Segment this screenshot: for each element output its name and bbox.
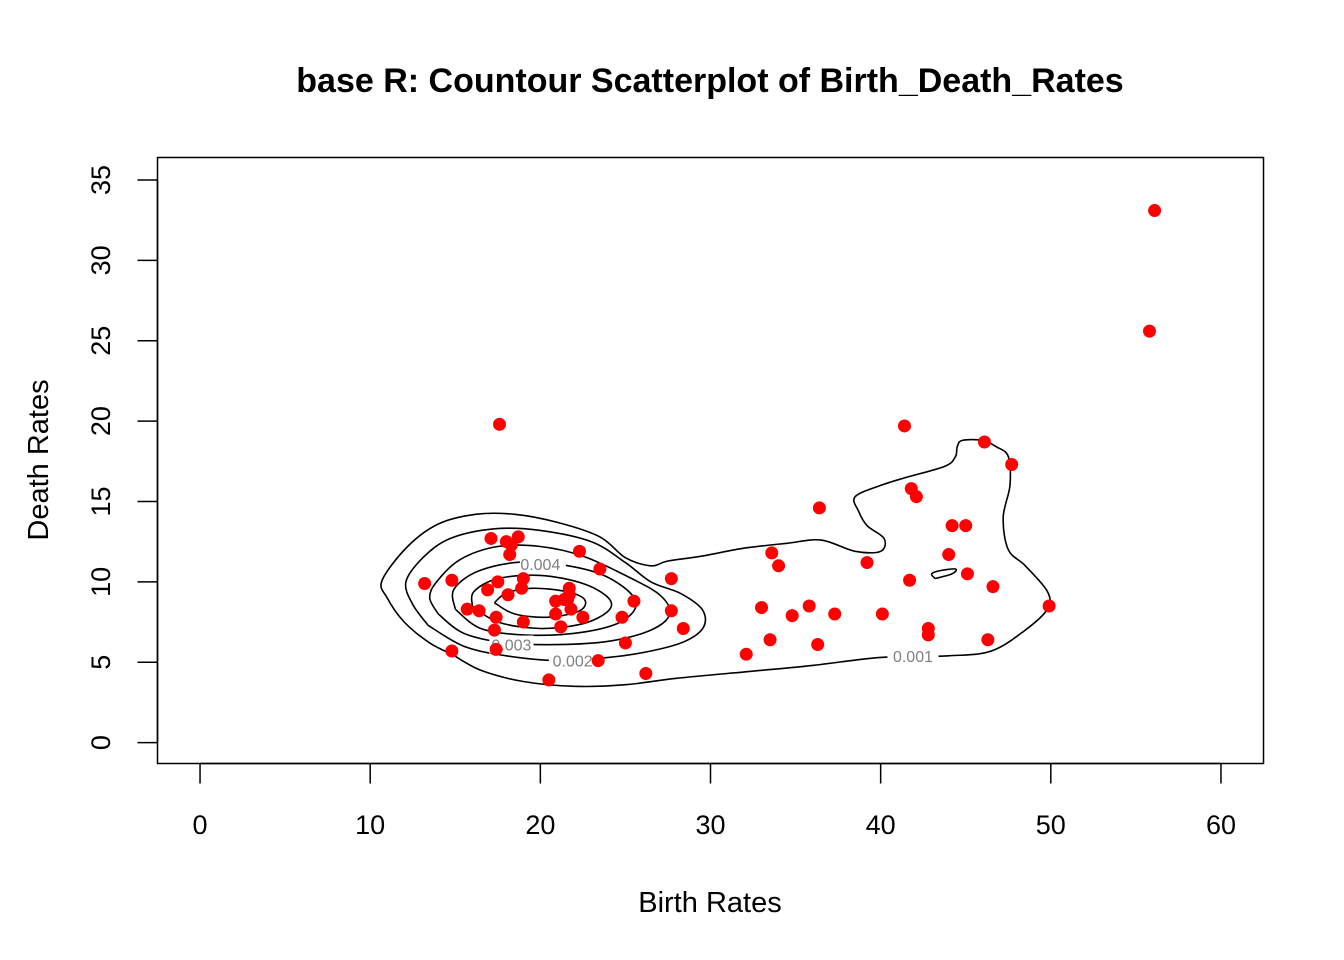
y-tick-label: 5 — [86, 655, 116, 670]
data-point — [445, 573, 459, 587]
data-point — [828, 607, 842, 621]
y-tick-label: 25 — [86, 326, 116, 356]
data-point — [516, 572, 530, 586]
data-point — [618, 636, 632, 650]
data-point — [593, 562, 607, 576]
chart-title: base R: Countour Scatterplot of Birth_De… — [296, 62, 1123, 100]
x-tick-label: 40 — [866, 810, 896, 840]
data-point — [921, 621, 935, 635]
data-point — [986, 580, 1000, 594]
data-point — [960, 567, 974, 581]
data-point — [802, 599, 816, 613]
data-point — [576, 610, 590, 624]
data-point — [516, 615, 530, 629]
data-point — [489, 610, 503, 624]
data-point — [445, 644, 459, 658]
data-point — [554, 620, 568, 634]
contour-line — [380, 438, 1051, 688]
contour-level-label: 0.002 — [553, 654, 593, 671]
y-tick-label: 0 — [86, 735, 116, 750]
data-point — [564, 602, 578, 616]
data-point — [549, 607, 563, 621]
data-point — [627, 594, 641, 608]
data-point — [676, 621, 690, 635]
data-point — [501, 588, 515, 602]
data-point — [903, 573, 917, 587]
data-point — [493, 417, 507, 431]
data-point — [572, 544, 586, 558]
y-tick-label: 10 — [86, 567, 116, 597]
data-point — [481, 583, 495, 597]
data-point — [664, 604, 678, 618]
data-point — [639, 666, 653, 680]
data-point — [562, 581, 576, 595]
x-tick-label: 10 — [355, 810, 385, 840]
contour-line — [470, 574, 613, 630]
data-point — [1042, 599, 1056, 613]
data-point — [897, 419, 911, 433]
data-point — [785, 609, 799, 623]
data-point — [1005, 458, 1019, 472]
contour-line — [930, 568, 958, 580]
x-axis-label: Birth Rates — [638, 887, 781, 919]
data-point — [811, 638, 825, 652]
data-point — [860, 556, 874, 570]
data-point — [484, 531, 498, 545]
data-point — [812, 501, 826, 515]
y-axis: 0 5 10 15 20 25 30 35 — [86, 165, 159, 750]
contour-level-label: 0.001 — [893, 649, 933, 666]
data-point — [542, 673, 556, 687]
data-point — [959, 519, 973, 533]
data-point — [472, 604, 486, 618]
y-tick-label: 15 — [86, 486, 116, 516]
data-point — [487, 623, 501, 637]
data-point — [909, 490, 923, 504]
x-tick-label: 50 — [1036, 810, 1066, 840]
data-points — [418, 204, 1162, 687]
y-axis-label: Death Rates — [23, 379, 55, 540]
data-point — [875, 607, 889, 621]
data-point — [615, 610, 629, 624]
data-point — [945, 519, 959, 533]
data-point — [418, 576, 432, 590]
contour-label-gap — [548, 651, 597, 670]
contour-label-gap — [519, 555, 566, 574]
y-tick-label: 35 — [86, 165, 116, 195]
data-point — [755, 601, 769, 615]
contour-label-gap — [887, 646, 939, 665]
data-point — [942, 548, 956, 562]
data-point — [515, 581, 529, 595]
data-point — [763, 633, 777, 647]
data-point — [591, 654, 605, 668]
data-point — [1148, 204, 1162, 218]
data-point — [765, 546, 779, 560]
x-tick-label: 0 — [193, 810, 208, 840]
data-point — [489, 642, 503, 656]
data-point — [977, 435, 991, 449]
x-axis: 0 10 20 30 40 50 60 — [193, 762, 1236, 840]
x-tick-label: 30 — [695, 810, 725, 840]
y-tick-label: 30 — [86, 245, 116, 275]
x-tick-label: 60 — [1206, 810, 1236, 840]
data-point — [511, 530, 525, 544]
contour-level-label: 0.004 — [520, 557, 560, 574]
data-point — [664, 572, 678, 586]
data-point — [491, 575, 505, 589]
y-tick-label: 20 — [86, 406, 116, 436]
plot-frame — [156, 156, 1265, 765]
data-point — [739, 647, 753, 661]
contour-line — [451, 561, 638, 637]
data-point — [981, 633, 995, 647]
data-point — [460, 602, 474, 616]
data-point — [503, 548, 517, 562]
data-point — [772, 559, 786, 573]
density-contours — [380, 438, 1051, 688]
data-point — [1142, 324, 1156, 338]
x-tick-label: 20 — [525, 810, 555, 840]
